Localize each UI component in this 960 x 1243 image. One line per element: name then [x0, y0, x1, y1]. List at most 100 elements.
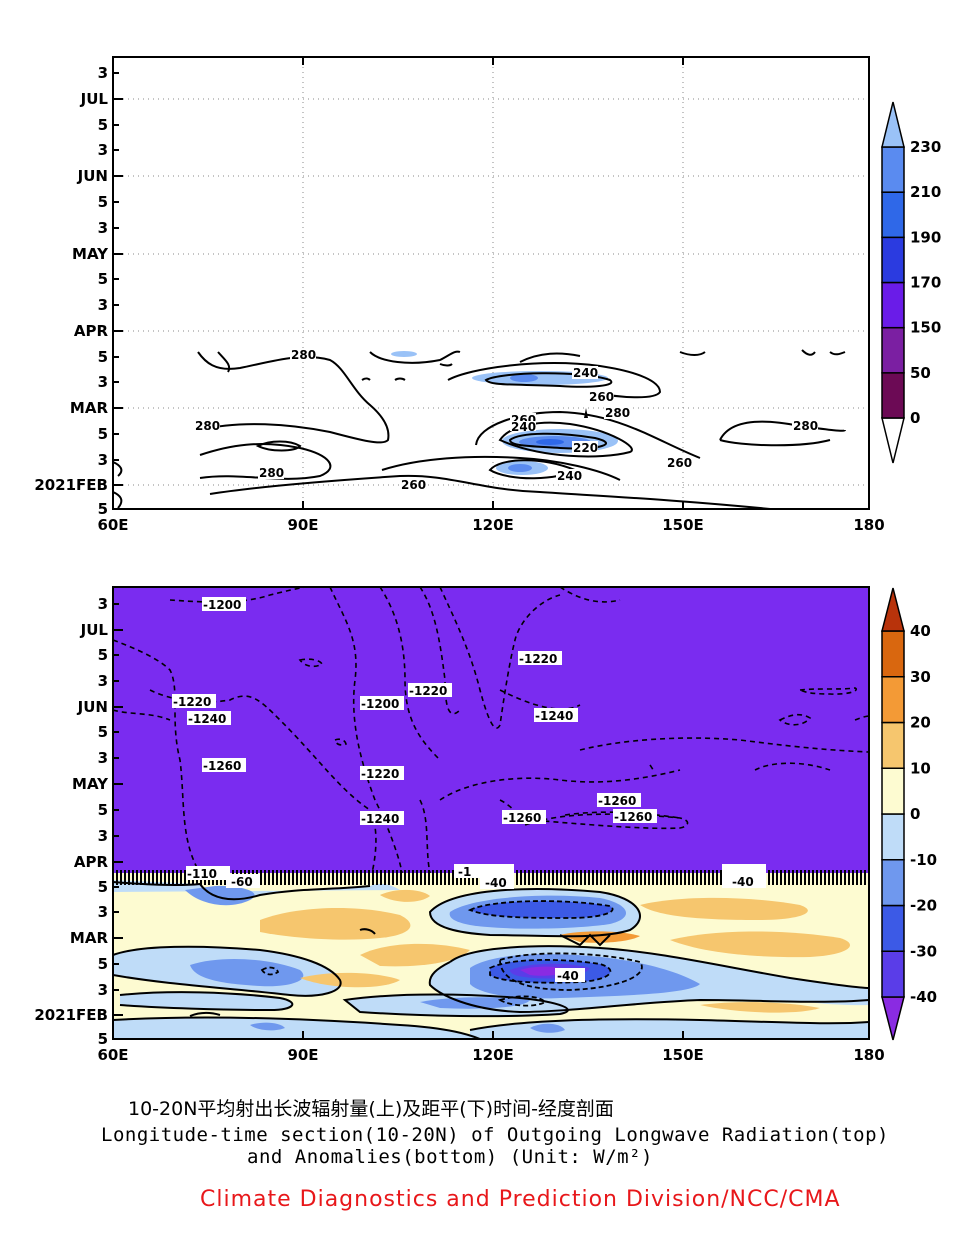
contour-label: 280: [605, 406, 630, 420]
bottom-yticks: [113, 603, 123, 1040]
colorbar-label: 50: [910, 364, 931, 382]
colorbar-label: 40: [910, 622, 931, 640]
colorbar-segment: [881, 859, 905, 907]
y-tick-label: APR: [74, 322, 109, 340]
y-tick-label: 5: [98, 1030, 108, 1048]
y-tick-label: JUN: [77, 167, 108, 185]
fill-region: [185, 885, 255, 906]
colorbar-segment: [881, 236, 905, 284]
y-tick-label: 3: [98, 981, 108, 999]
fill-region: [380, 889, 430, 902]
fill-region: [470, 1019, 869, 1039]
y-tick-label: JUL: [80, 621, 109, 639]
contour-label: -1200: [361, 697, 399, 711]
bottom-xticks: [112, 1031, 870, 1039]
colorbar-label: 10: [910, 759, 931, 777]
fill-region: [640, 897, 808, 920]
contour-label: -40: [732, 875, 754, 889]
bottom-x-axis-labels: 60E 90E 120E 150E 180: [97, 1046, 884, 1064]
y-tick-label: 5: [98, 723, 108, 741]
small-marker: [584, 408, 588, 418]
top-frame: [112, 56, 870, 510]
colorbar-segment: [881, 904, 905, 952]
contour-label: -1240: [188, 712, 226, 726]
x-tick-label: 120E: [472, 516, 514, 534]
top-contour-labels: 280 240 260 280 280 260 220 280 260 240 …: [194, 348, 818, 492]
fill-region: [560, 931, 640, 943]
fill-region: [530, 1023, 565, 1033]
colorbar-arrow-high: [881, 587, 905, 632]
caption-chinese: 10-20N平均射出长波辐射量(上)及距平(下)时间-经度剖面: [128, 1098, 614, 1120]
bottom-contours: [113, 881, 869, 1039]
bottom-panel: -1200 -1220 -1240 -1260 -1200 -1220 -122…: [34, 586, 937, 1064]
colorbar-label: -40: [910, 988, 937, 1006]
contour-label: -1260: [614, 810, 652, 824]
fill-region: [120, 992, 293, 1010]
y-tick-label: MAR: [70, 929, 109, 947]
contour-label: -40: [485, 876, 507, 890]
y-tick-label: APR: [74, 853, 109, 871]
contour-label: -1: [458, 865, 471, 879]
y-tick-label: 3: [98, 296, 108, 314]
caption-english-line2: and Anomalies(bottom) (Unit: W/m²): [247, 1146, 653, 1168]
top-y-axis-labels: 5 2021FEB 3 5 MAR 3 5 APR 3 5 MAY 3 5 JUN 3 5 JUL 3: [34, 64, 109, 518]
fill-region: [670, 931, 850, 958]
bottom-colorbar: -40 -30 -20 -10 0 10 20 30 40: [881, 587, 937, 1041]
y-tick-label: JUN: [77, 698, 108, 716]
contour-label: -110: [187, 867, 217, 881]
y-tick-label: MAY: [72, 245, 109, 263]
colorbar-segment: [881, 813, 905, 861]
bottom-contour-labels: -1200 -1220 -1240 -1260 -1200 -1220 -122…: [172, 597, 766, 983]
contour-label: -40: [557, 969, 579, 983]
y-tick-label: 3: [98, 219, 108, 237]
x-tick-label: 60E: [97, 516, 128, 534]
contour-label: 280: [195, 419, 220, 433]
contour-label: 220: [573, 441, 598, 455]
colorbar-segment: [881, 326, 905, 374]
y-tick-label: MAY: [72, 775, 109, 793]
top-x-axis-labels: 60E 90E 120E 150E 180: [97, 516, 884, 534]
fill-region: [190, 958, 304, 987]
contour-label: -1260: [503, 811, 541, 825]
contour-label: -1260: [203, 759, 241, 773]
contour-label: -1220: [361, 767, 399, 781]
colorbar-arrow-low: [881, 996, 905, 1041]
colorbar-label: 190: [910, 228, 941, 246]
y-tick-label: 5: [98, 955, 108, 973]
colorbar-label: 30: [910, 668, 931, 686]
contour-label: -1220: [519, 652, 557, 666]
fill-region: [250, 1022, 285, 1031]
contour-label: 240: [511, 420, 536, 434]
top-yticks: [113, 72, 123, 510]
contour-label: 240: [557, 469, 582, 483]
contour-label: 280: [793, 419, 818, 433]
colorbar-segment: [881, 676, 905, 724]
contour-label: -60: [231, 875, 253, 889]
y-tick-label: 5: [98, 348, 108, 366]
top-panel: 280 240 260 280 280 260 220 280 260 240 …: [34, 56, 941, 534]
top-plot-area: [113, 57, 869, 509]
x-tick-label: 150E: [662, 1046, 704, 1064]
bottom-fills: [113, 880, 869, 1039]
contour-label: -1200: [203, 598, 241, 612]
y-tick-label: 3: [98, 373, 108, 391]
contour-label: -1220: [409, 684, 447, 698]
fill-region: [470, 901, 613, 918]
y-tick-label: 3: [98, 64, 108, 82]
y-tick-label: 3: [98, 903, 108, 921]
contour-label: 260: [667, 456, 692, 470]
y-tick-label: 3: [98, 749, 108, 767]
credit-line: Climate Diagnostics and Prediction Divis…: [200, 1187, 841, 1212]
fill-region: [300, 972, 400, 988]
fill-region: [508, 464, 532, 472]
y-tick-label: 5: [98, 270, 108, 288]
colorbar-label: 150: [910, 319, 941, 337]
x-tick-label: 180: [853, 1046, 884, 1064]
contour-label: -1240: [361, 812, 399, 826]
contour-label: -1260: [598, 794, 636, 808]
colorbar-segment: [881, 630, 905, 678]
y-tick-label: 5: [98, 878, 108, 896]
contour-label: 280: [291, 348, 316, 362]
y-tick-label: 5: [98, 193, 108, 211]
